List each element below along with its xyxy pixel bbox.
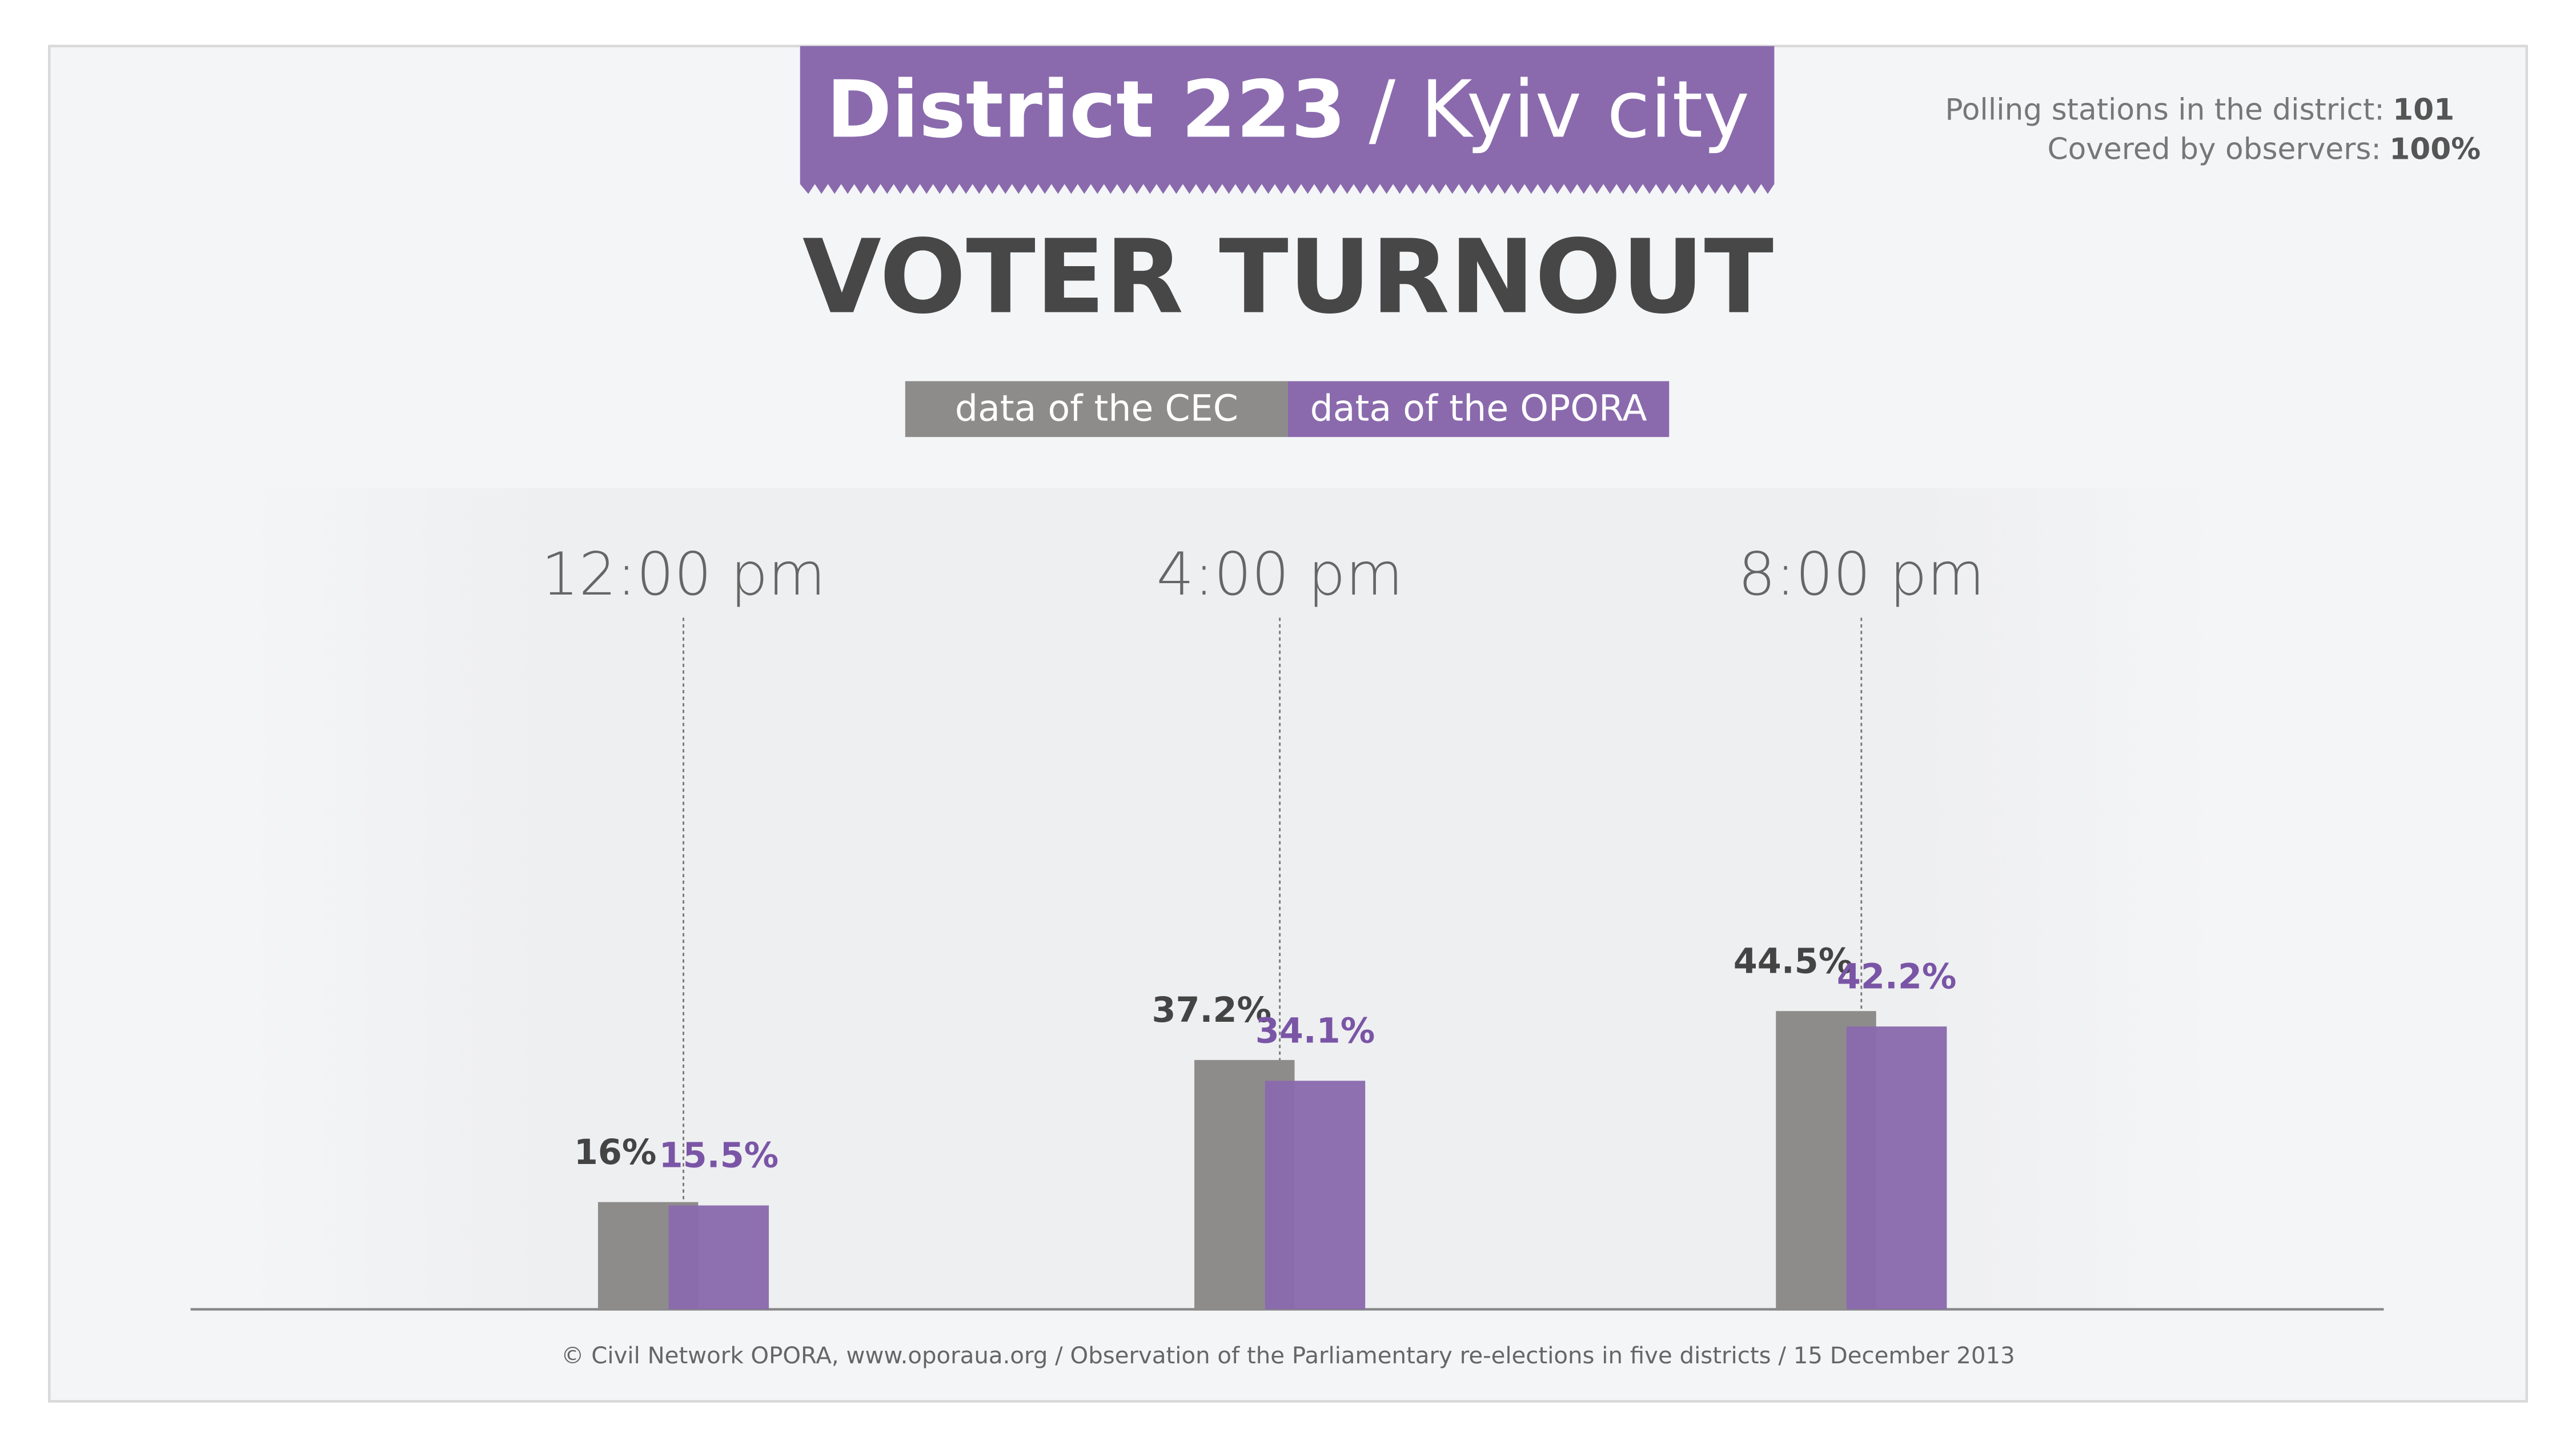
info-line: Polling stations in the district: 101: [1945, 93, 2454, 127]
value-label: 16%: [574, 1133, 657, 1173]
bar: [1846, 1026, 1947, 1310]
legend-swatch: [905, 381, 1288, 437]
district: District 223: [826, 63, 1346, 155]
chart-title: VOTER TURNOUT: [803, 218, 1773, 336]
value-label: 37.2%: [1151, 990, 1271, 1030]
x-tick-label: 4:00 pm: [1157, 540, 1403, 609]
x-tick-label: 8:00 pm: [1738, 540, 1985, 609]
info-label: Polling stations in the district:: [1945, 93, 2384, 127]
value-label: 42.2%: [1837, 957, 1957, 997]
info-line: Covered by observers: 100%: [2047, 133, 2481, 167]
legend-label: data of the OPORA: [1310, 387, 1647, 430]
info-value: 101: [2393, 93, 2454, 127]
info-label: Covered by observers:: [2047, 133, 2381, 167]
legend-swatch: [1288, 381, 1670, 437]
legend-label: data of the CEC: [955, 387, 1238, 430]
bar: [668, 1205, 769, 1310]
value-label: 34.1%: [1255, 1011, 1375, 1051]
header: District 223/ Kyiv city: [826, 63, 1750, 155]
bar: [1265, 1081, 1366, 1310]
value-label: 44.5%: [1734, 941, 1853, 981]
info-value: 100%: [2389, 133, 2481, 167]
footer: © Civil Network OPORA, www.oporaua.org /…: [561, 1343, 2015, 1369]
value-label: 15.5%: [659, 1136, 779, 1176]
header-banner: [800, 46, 1775, 194]
x-tick-label: 12:00 pm: [541, 540, 826, 609]
city: / Kyiv city: [1369, 63, 1750, 155]
